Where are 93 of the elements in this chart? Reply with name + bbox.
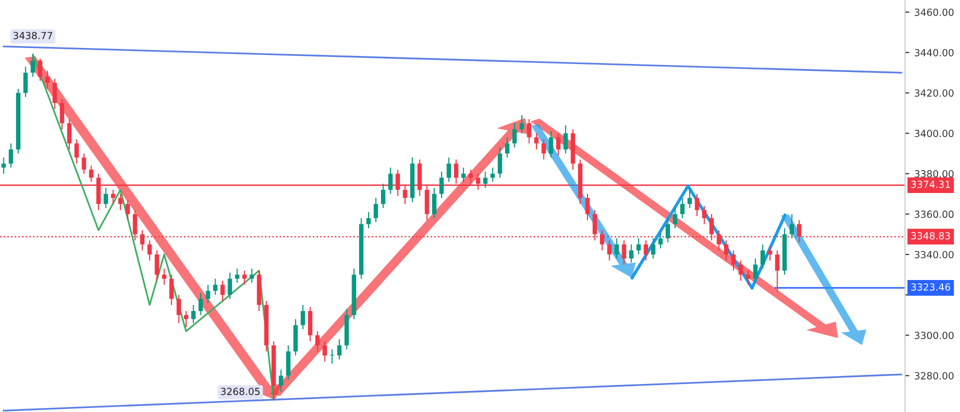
candlestick	[694, 193, 700, 217]
candlestick	[184, 310, 188, 328]
candlestick	[235, 268, 240, 284]
candlestick	[126, 199, 130, 221]
candlestick	[461, 167, 466, 182]
candlestick	[322, 340, 327, 362]
candlestick	[600, 230, 604, 251]
candlestick	[60, 98, 64, 130]
candlestick	[366, 212, 371, 229]
candlestick	[768, 246, 772, 262]
candlestick	[374, 197, 378, 223]
candlestick	[666, 218, 670, 243]
y-tick-label: 3380.00	[914, 170, 954, 178]
candlestick	[162, 268, 166, 286]
candlestick	[242, 270, 247, 286]
y-tick-label: 3280.00	[914, 372, 954, 380]
candlestick	[110, 189, 116, 205]
candlestick	[534, 132, 539, 150]
annotation: 3438.77	[13, 32, 52, 40]
candlestick	[629, 244, 634, 264]
candlestick	[169, 274, 174, 306]
y-tick-label: 3460.00	[914, 8, 954, 16]
candlestick	[563, 124, 568, 154]
candlestick	[67, 118, 72, 150]
y-tick-label: 3440.00	[914, 48, 954, 56]
candlestick	[380, 183, 386, 209]
candlestick	[8, 142, 14, 168]
candlestick	[498, 146, 502, 178]
candlestick	[74, 138, 79, 164]
candlestick	[585, 193, 590, 221]
candlestick	[724, 240, 728, 262]
candlestick	[775, 250, 780, 292]
candlestick	[23, 66, 28, 98]
candlestick	[556, 132, 561, 156]
candlestick	[753, 258, 758, 284]
candlestick	[206, 284, 210, 304]
y-tick-label: 3340.00	[914, 250, 954, 258]
candlestick	[337, 338, 342, 360]
ref-line-label: 3348.83	[911, 232, 950, 240]
candlestick	[220, 280, 225, 302]
candlestick	[439, 171, 444, 198]
candlestick	[89, 165, 94, 182]
candlestick	[680, 197, 685, 219]
candlestick	[432, 187, 436, 219]
candlestick	[644, 240, 648, 262]
candlestick	[104, 187, 108, 209]
candlestick	[760, 244, 765, 270]
candlestick	[731, 250, 736, 272]
candlestick	[198, 292, 203, 316]
candlestick	[82, 152, 86, 174]
annotation: 3268.05	[220, 388, 260, 396]
candlestick	[278, 369, 284, 392]
ref-line-label: 3323.46	[911, 283, 950, 291]
candlestick	[542, 138, 546, 160]
candlestick	[228, 272, 232, 300]
candlestick	[738, 260, 743, 282]
candlestick	[614, 238, 619, 260]
candlestick	[147, 240, 152, 262]
y-tick-label: 3420.00	[914, 89, 954, 97]
candlestick	[702, 205, 706, 225]
candlestick	[636, 238, 641, 256]
candlestick	[118, 193, 123, 211]
y-tick-label: 3360.00	[914, 210, 954, 218]
candlestick	[790, 214, 794, 239]
ref-line-label: 3374.31	[911, 180, 950, 188]
candlestick	[300, 304, 306, 330]
candlestick	[520, 114, 524, 134]
candlestick	[213, 278, 218, 296]
candlestick	[176, 294, 181, 324]
y-tick-label: 3300.00	[914, 332, 954, 340]
candlestick	[746, 270, 750, 286]
candlestick	[483, 171, 488, 188]
candlestick	[446, 156, 452, 182]
candlestick	[250, 268, 254, 284]
candlestick	[651, 238, 656, 260]
candlestick	[658, 232, 663, 249]
candlestick	[154, 250, 160, 282]
candlestick	[315, 330, 320, 352]
candlestick	[688, 187, 692, 209]
candlestick	[191, 304, 196, 324]
candlestick	[607, 240, 612, 262]
y-tick-label: 3400.00	[914, 130, 954, 138]
candlestick	[45, 70, 50, 90]
candlestick	[512, 122, 517, 148]
candlestick	[505, 136, 510, 158]
candlestick	[622, 240, 626, 266]
candlestick	[490, 167, 495, 182]
candlestick	[52, 78, 57, 110]
candlestick	[30, 54, 36, 78]
candlestick	[672, 207, 678, 229]
candlestick	[388, 167, 393, 194]
candlestick	[548, 130, 554, 158]
candlestick	[1, 156, 6, 174]
